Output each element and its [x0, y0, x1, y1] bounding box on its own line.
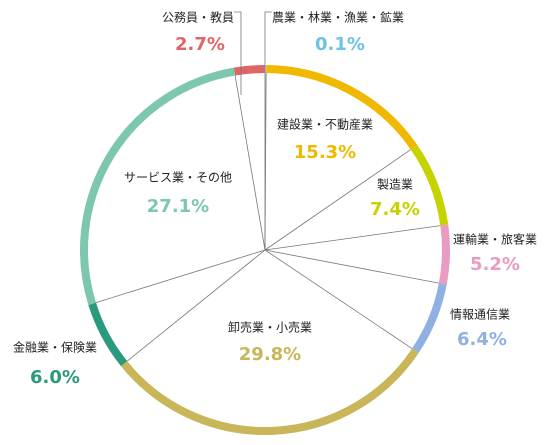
slice-name: 運輸業・旅客業 — [453, 232, 537, 247]
slice-name: サービス業・その他 — [124, 171, 232, 185]
slice-name: 卸売業・小売業 — [228, 320, 312, 335]
slice-value: 7.4% — [370, 199, 420, 220]
slice-name: 製造業 — [377, 178, 413, 192]
slice-name: 建設業・不動産業 — [277, 117, 373, 132]
slice-name: 農業・林業・漁業・鉱業 — [272, 10, 404, 25]
slice-name: 情報通信業 — [450, 308, 510, 322]
slice-value: 15.3% — [294, 142, 356, 163]
slice-value: 5.2% — [470, 254, 520, 275]
slice-value: 27.1% — [147, 196, 209, 217]
slice-value: 2.7% — [175, 34, 225, 55]
slice-value: 0.1% — [315, 34, 365, 55]
slice-name: 金融業・保険業 — [13, 340, 97, 355]
slice-value: 6.4% — [457, 329, 507, 350]
leader — [265, 12, 272, 65]
slice-arc — [234, 69, 265, 72]
slice-value: 6.0% — [30, 367, 80, 388]
slice-arc — [443, 225, 446, 284]
slice-value: 29.8% — [239, 344, 301, 365]
slice-name: 公務員・教員 — [162, 10, 234, 25]
